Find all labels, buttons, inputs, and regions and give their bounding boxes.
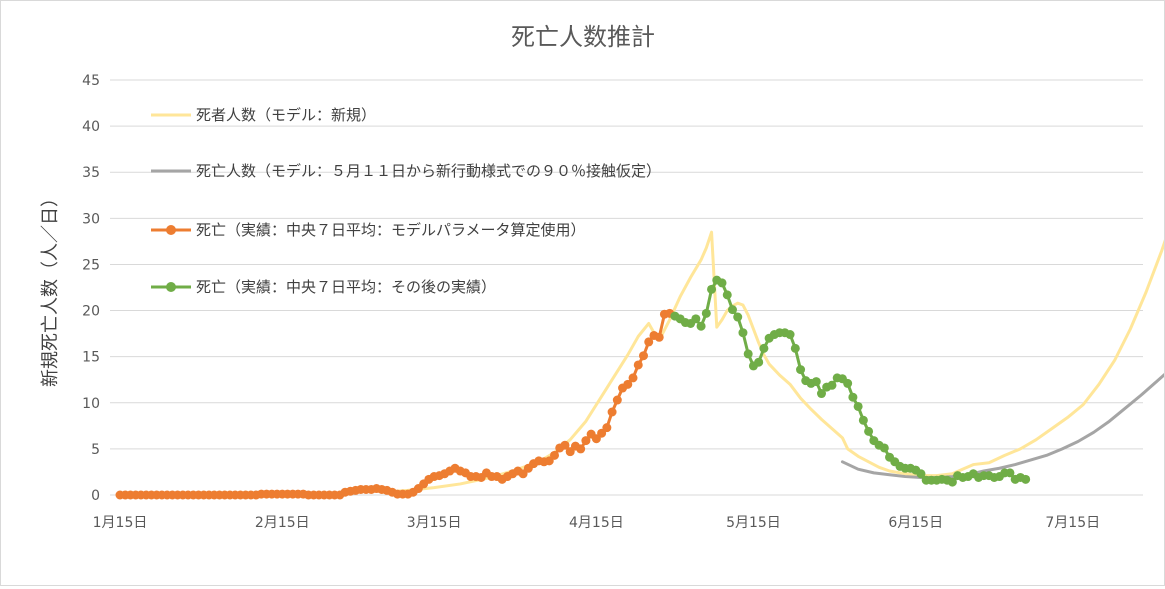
series-line-2	[118, 311, 672, 497]
y-tick-labels: 0 5 10 15 20 25 30 35 40 45	[82, 73, 100, 504]
data-point	[1021, 474, 1031, 484]
data-point	[733, 312, 743, 322]
data-point	[550, 450, 559, 460]
data-point	[843, 378, 853, 388]
x-tick-labels: 1月15日 2月15日 3月15日 4月15日 5月15日 6月15日 7月15日	[93, 515, 1100, 531]
data-point	[717, 278, 727, 288]
gridlines	[110, 79, 1143, 496]
chart-title: 死亡人数推計	[511, 23, 655, 51]
data-point	[691, 314, 701, 324]
data-point	[759, 343, 769, 353]
data-point	[796, 365, 806, 375]
x-tick-label: 4月15日	[569, 515, 624, 531]
data-point	[602, 423, 612, 433]
x-tick-label: 7月15日	[1045, 515, 1100, 531]
data-point	[816, 389, 826, 399]
legend-label-actual-param: 死亡（実績：中央７日平均：モデルパラメータ算定使用）	[196, 221, 586, 239]
x-tick-label: 6月15日	[888, 515, 943, 531]
data-point	[727, 305, 737, 315]
y-tick-label: 40	[82, 119, 100, 135]
x-tick-label: 5月15日	[726, 515, 781, 531]
data-point	[879, 443, 889, 453]
data-point	[607, 407, 617, 417]
data-point	[639, 351, 648, 361]
x-tick-label: 1月15日	[93, 515, 148, 531]
series-1	[840, 372, 1165, 479]
data-point	[623, 379, 633, 389]
data-point	[738, 328, 748, 338]
y-tick-label: 5	[91, 442, 100, 458]
y-tick-label: 25	[82, 257, 100, 273]
data-point	[696, 321, 706, 331]
series-line-0	[380, 230, 1165, 494]
data-point	[811, 377, 821, 387]
legend-marker-actual-param	[166, 225, 176, 235]
data-point	[1005, 468, 1015, 478]
data-point	[853, 401, 863, 411]
data-point	[633, 360, 643, 370]
data-point	[722, 290, 732, 300]
data-point	[916, 469, 926, 479]
x-tick-label: 3月15日	[407, 515, 462, 531]
data-point	[785, 330, 795, 340]
data-point	[743, 349, 753, 359]
data-point	[947, 477, 957, 487]
series-line-1	[840, 372, 1165, 479]
data-point	[628, 373, 638, 383]
legend-entry-actual-after: 死亡（実績：中央７日平均：その後の実績）	[151, 278, 496, 296]
y-tick-label: 15	[82, 350, 100, 366]
y-tick-label: 10	[82, 396, 100, 412]
y-tick-label: 35	[82, 165, 100, 181]
y-tick-label: 45	[82, 73, 100, 89]
legend-label-actual-after: 死亡（実績：中央７日平均：その後の実績）	[196, 278, 496, 296]
x-tick-label: 2月15日	[255, 515, 310, 531]
data-point	[644, 337, 654, 347]
series-layer	[115, 230, 1165, 500]
data-point	[612, 395, 622, 405]
y-tick-label: 0	[91, 488, 100, 504]
data-point	[576, 444, 586, 454]
legend-entry-model-90pct: 死亡人数（モデル：５月１１日から新行動様式での９０％接触仮定）	[151, 162, 661, 180]
data-point	[707, 284, 717, 294]
legend-entry-model-new: 死者人数（モデル：新規）	[151, 106, 376, 124]
legend-marker-actual-after	[166, 282, 176, 292]
data-point	[827, 380, 837, 390]
data-point	[754, 357, 764, 367]
data-point	[858, 415, 868, 425]
y-tick-label: 30	[82, 211, 100, 227]
data-point	[790, 343, 800, 353]
data-point	[864, 426, 874, 436]
series-3	[670, 275, 1031, 487]
series-2	[115, 308, 675, 500]
series-0	[380, 230, 1165, 494]
y-tick-label: 20	[82, 304, 100, 320]
legend: 死者人数（モデル：新規） 死亡人数（モデル：５月１１日から新行動様式での９０％接…	[151, 106, 661, 296]
legend-entry-actual-param: 死亡（実績：中央７日平均：モデルパラメータ算定使用）	[151, 221, 586, 239]
data-point	[848, 392, 858, 402]
data-point	[581, 436, 591, 446]
data-point	[560, 440, 570, 450]
legend-label-model-90pct: 死亡人数（モデル：５月１１日から新行動様式での９０％接触仮定）	[196, 162, 661, 180]
y-axis-label: 新規死亡人数（人／日）	[40, 189, 61, 387]
data-point	[654, 332, 664, 342]
legend-label-model-new: 死者人数（モデル：新規）	[196, 106, 376, 124]
data-point	[701, 308, 711, 318]
